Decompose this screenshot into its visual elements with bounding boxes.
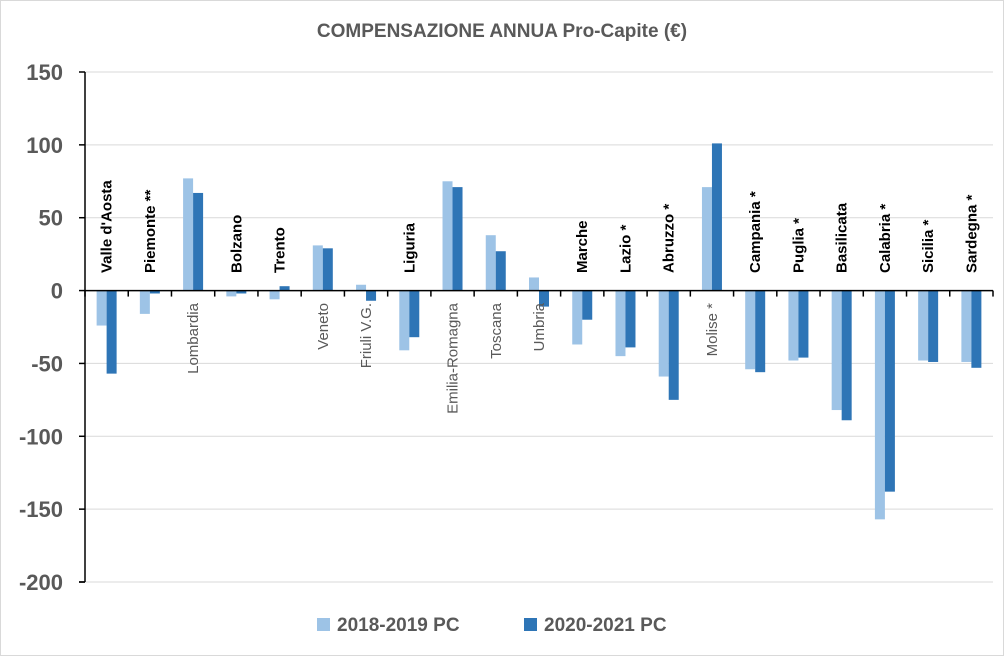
category-label: Abruzzo *	[661, 204, 678, 273]
bar-series-1	[96, 290, 107, 326]
bar-series-2	[236, 290, 247, 294]
category-label: Liguria	[401, 222, 418, 273]
category-label: Lombardia	[185, 302, 202, 374]
category-label: Valle d'Aosta	[99, 180, 116, 273]
category-labels: Valle d'Aosta Piemonte ** Lombardia Bolzano…	[99, 180, 981, 414]
legend: 2018-2019 PC 2020-2021 PC	[317, 615, 667, 636]
bar-series-1	[139, 290, 150, 314]
bar-series-1	[658, 290, 669, 377]
bar-series-1	[572, 290, 583, 345]
bar-series-1	[788, 290, 799, 361]
legend-label: 2018-2019 PC	[337, 615, 460, 636]
bar-series-1	[485, 235, 496, 291]
bar-series-2	[798, 290, 809, 358]
y-tick-label: 150	[26, 60, 63, 85]
category-label: Molise *	[704, 303, 721, 357]
bar-series-1	[745, 290, 756, 370]
bar-series-2	[711, 143, 722, 291]
category-label: Friuli V.G.	[358, 303, 375, 368]
category-label: Umbria	[531, 302, 548, 351]
bar-series-2	[625, 290, 636, 348]
bar-series-1	[701, 187, 712, 291]
bar-series-2	[668, 290, 679, 400]
bar-series-1	[226, 290, 237, 297]
bar-series-2	[582, 290, 593, 320]
bar-series-2	[928, 290, 939, 362]
category-label: Sicilia *	[920, 219, 937, 273]
category-label: Lazio *	[617, 224, 634, 273]
bar-series-1	[831, 290, 842, 411]
bar-series-1	[615, 290, 626, 357]
bar-series-1	[399, 290, 410, 351]
gridlines	[85, 71, 993, 583]
category-label: Campania *	[747, 191, 764, 273]
bar-series-1	[918, 290, 929, 361]
bar-series-2	[149, 290, 160, 294]
bar-series-2	[366, 290, 377, 301]
bar-series-2	[106, 290, 117, 374]
bar-series-1	[183, 178, 194, 291]
category-label: Calabria *	[877, 204, 894, 273]
bar-series-2	[971, 290, 982, 368]
bar-series-1	[312, 245, 323, 291]
category-label: Sardegna *	[963, 194, 980, 273]
y-axis-ticks: 150 100 50 0 -50 -100 -150 -200	[19, 60, 63, 595]
bar-series-2	[841, 290, 852, 421]
category-label: Marche	[574, 220, 591, 273]
bar-series-1	[356, 284, 367, 291]
bar-series-2	[755, 290, 766, 373]
category-label: Veneto	[315, 303, 332, 350]
bar-series-1	[442, 181, 453, 291]
bar-series-2	[884, 290, 895, 492]
category-label: Trento	[272, 227, 289, 273]
y-tick-label: -150	[19, 497, 63, 522]
bar-series-2	[409, 290, 420, 338]
y-tick-label: -50	[31, 351, 63, 376]
legend-swatch	[317, 618, 330, 631]
bar-series-2	[539, 290, 549, 307]
chart-title: COMPENSAZIONE ANNUA Pro-Capite (€)	[317, 21, 687, 42]
legend-label: 2020-2021 PC	[544, 615, 667, 636]
category-label: Toscana	[488, 302, 505, 359]
y-tick-label: -200	[19, 570, 63, 595]
bar-series-2	[193, 192, 204, 291]
bars	[96, 143, 982, 520]
category-label: Emilia-Romagna	[445, 302, 462, 414]
y-tick-label: 50	[39, 206, 63, 231]
bar-series-1	[961, 290, 972, 362]
bar-series-1	[529, 277, 539, 291]
y-tick-label: -100	[19, 424, 63, 449]
category-label: Piemonte **	[142, 189, 159, 273]
y-tick-label: 0	[51, 279, 63, 304]
axes	[79, 71, 994, 583]
category-label: Basilicata	[834, 202, 851, 273]
bar-series-2	[322, 248, 333, 291]
bar-series-1	[269, 290, 280, 300]
bar-series-2	[279, 286, 290, 291]
legend-swatch	[524, 618, 537, 631]
bar-series-2	[452, 187, 463, 291]
bar-series-2	[495, 251, 506, 291]
category-label: Puglia *	[790, 218, 807, 273]
bar-series-1	[874, 290, 885, 520]
category-label: Bolzano	[228, 215, 245, 273]
y-tick-label: 100	[26, 133, 63, 158]
